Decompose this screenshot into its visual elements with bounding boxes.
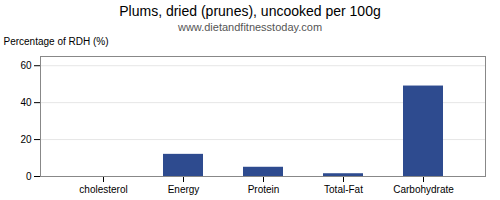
svg-text:Carbohydrate: Carbohydrate [393, 184, 454, 195]
svg-text:Protein: Protein [248, 184, 280, 195]
svg-text:Total-Fat: Total-Fat [324, 184, 363, 195]
svg-text:60: 60 [20, 60, 32, 71]
svg-text:Percentage of RDH (%): Percentage of RDH (%) [4, 36, 109, 47]
html-text:Plums, dried (prunes), uncooke: Plums, dried (prunes), uncooked per 100g [119, 3, 381, 19]
svg-text:0: 0 [26, 171, 32, 182]
svg-text:cholesterol: cholesterol [79, 184, 127, 195]
html-text:www.dietandfitnesstoday.com: www.dietandfitnesstoday.com [178, 21, 322, 33]
svg-text:Energy: Energy [168, 184, 200, 195]
svg-text:20: 20 [20, 134, 32, 145]
svg-text:40: 40 [20, 97, 32, 108]
